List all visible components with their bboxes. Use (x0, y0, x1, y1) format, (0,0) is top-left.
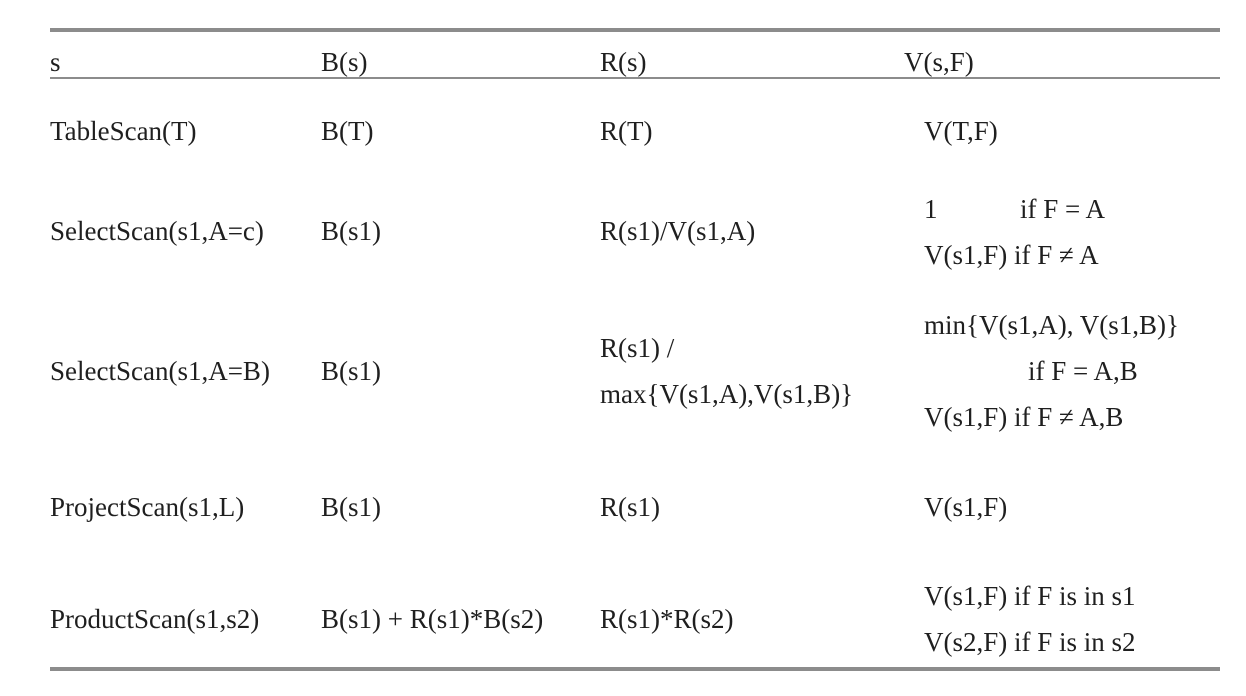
row-1-blocks: B(T) (321, 116, 374, 146)
row-2-blocks: B(s1) (321, 216, 381, 246)
row-4-records: R(s1) (600, 492, 660, 522)
table-header-r: R(s) (600, 47, 647, 77)
row-2-values-line-1: 1 if F = A (924, 186, 1105, 232)
row-5-values-line-2: V(s2,F) if F is in s2 (924, 627, 1136, 657)
table-header-rule (50, 77, 1220, 79)
row-3-values-line-2: if F = A,B (1028, 356, 1138, 386)
row-1-values: V(T,F) (924, 116, 998, 146)
row-5-values-line-1: V(s1,F) if F is in s1 (924, 581, 1136, 611)
table-bottom-rule (50, 667, 1220, 671)
row-3-values-line-1: min{V(s1,A), V(s1,B)} (924, 310, 1179, 340)
row-3-scan: SelectScan(s1,A=B) (50, 356, 270, 386)
row-4-values: V(s1,F) (924, 492, 1008, 522)
table-header-v: V(s,F) (904, 47, 974, 77)
table-top-rule (50, 28, 1220, 32)
row-2-records: R(s1)/V(s1,A) (600, 216, 756, 246)
row-3-values: min{V(s1,A), V(s1,B)} if F = A,B V(s1,F)… (924, 302, 1179, 440)
row-3-records-line-2: max{V(s1,A),V(s1,B)} (600, 379, 854, 409)
row-3-blocks: B(s1) (321, 356, 381, 386)
row-2-scan: SelectScan(s1,A=c) (50, 216, 264, 246)
row-1-records: R(T) (600, 116, 653, 146)
row-2-values-condition: if F = A (1020, 194, 1105, 224)
row-4-scan: ProjectScan(s1,L) (50, 492, 245, 522)
row-5-values: V(s1,F) if F is in s1 V(s2,F) if F is in… (924, 573, 1136, 665)
row-2-values-line-2: V(s1,F) if F ≠ A (924, 240, 1099, 270)
row-2-values-value: 1 (924, 194, 938, 224)
row-4-blocks: B(s1) (321, 492, 381, 522)
row-1-scan: TableScan(T) (50, 116, 197, 146)
row-5-scan: ProductScan(s1,s2) (50, 604, 260, 634)
row-3-records-line-1: R(s1) / (600, 333, 675, 363)
row-2-values: 1 if F = A V(s1,F) if F ≠ A (924, 186, 1105, 278)
table-header-b: B(s) (321, 47, 368, 77)
row-3-values-line-3: V(s1,F) if F ≠ A,B (924, 402, 1124, 432)
row-5-blocks: B(s1) + R(s1)*B(s2) (321, 604, 544, 634)
row-3-records: R(s1) / max{V(s1,A),V(s1,B)} (600, 325, 853, 417)
table-header-s: s (50, 47, 61, 77)
row-5-records: R(s1)*R(s2) (600, 604, 734, 634)
